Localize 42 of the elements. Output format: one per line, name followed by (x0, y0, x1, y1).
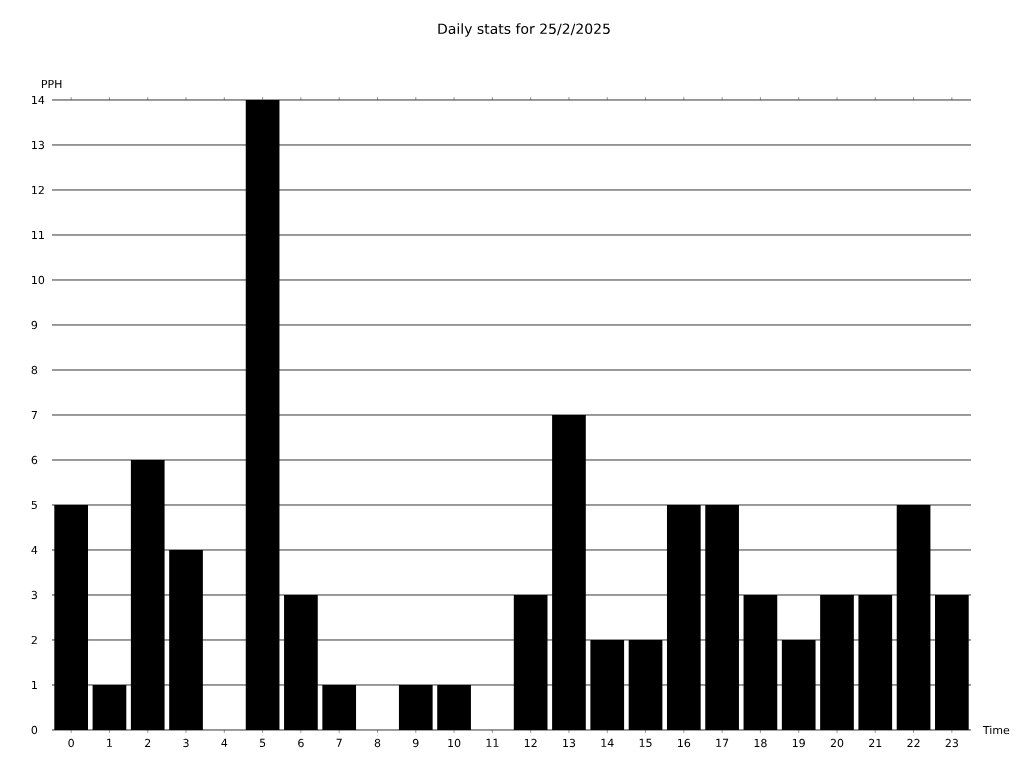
x-tick-label: 8 (374, 738, 381, 748)
x-tick-label: 21 (869, 738, 882, 748)
x-tick-label: 19 (792, 738, 805, 748)
x-tick-label: 2 (145, 738, 151, 748)
x-tick-label: 9 (412, 738, 419, 748)
x-tick-label: 7 (336, 738, 342, 747)
x-tick-label: 12 (524, 738, 537, 748)
x-tick-label: 18 (754, 738, 767, 748)
y-tick-label: 14 (32, 95, 45, 104)
chart-title: Daily stats for 25/2/2025 (438, 23, 610, 37)
x-tick-label: 17 (716, 738, 729, 747)
x-tick-label: 20 (830, 738, 844, 748)
x-tick-label: 14 (601, 738, 614, 747)
x-tick-label: 10 (448, 738, 461, 748)
x-tick-label: 4 (221, 738, 228, 747)
y-tick-label: 5 (31, 500, 37, 510)
y-tick-label: 7 (31, 410, 37, 419)
x-tick-label: 11 (486, 738, 499, 747)
y-tick-label: 11 (32, 230, 44, 239)
x-tick-label: 6 (298, 738, 304, 748)
x-tick-label: 13 (563, 738, 576, 748)
x-tick-label: 16 (678, 738, 691, 748)
y-tick-label: 0 (31, 725, 38, 735)
y-tick-label: 8 (31, 365, 38, 375)
y-tick-label: 1 (32, 680, 37, 689)
y-tick-label: 9 (31, 320, 38, 330)
x-tick-label: 1 (107, 738, 112, 747)
y-tick-label: 4 (31, 545, 38, 554)
x-tick-label: 5 (259, 738, 266, 748)
y-axis-title: PPH (41, 79, 62, 88)
y-tick-label: 12 (32, 185, 44, 195)
x-tick-label: 3 (183, 738, 189, 748)
x-tick-label: 23 (945, 738, 958, 748)
x-tick-label: 0 (68, 738, 74, 748)
x-tick-label: 15 (639, 738, 652, 748)
y-tick-label: 13 (32, 140, 44, 150)
x-tick-label: 22 (907, 738, 920, 748)
y-tick-label: 10 (32, 275, 45, 285)
y-tick-label: 6 (31, 455, 38, 465)
x-axis-title: Time (982, 725, 1010, 735)
y-tick-label: 3 (31, 590, 37, 600)
y-tick-label: 2 (31, 635, 37, 645)
